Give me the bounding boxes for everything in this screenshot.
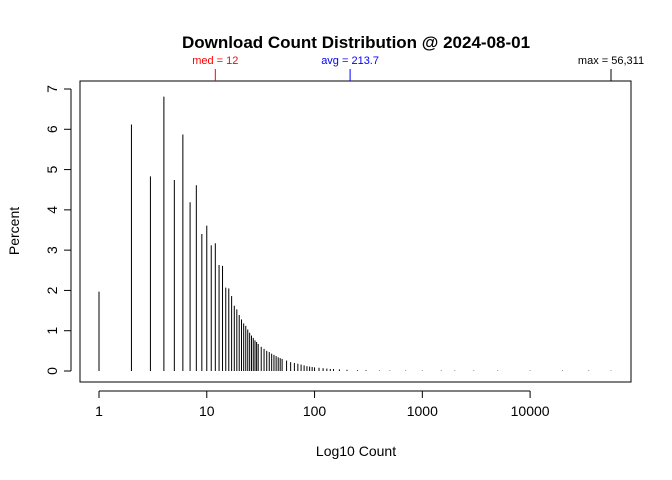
- annotation-label: max = 56,311: [578, 55, 644, 67]
- y-tick-label: 7: [44, 85, 60, 93]
- x-tick-label: 100: [303, 403, 327, 419]
- y-tick-label: 5: [44, 165, 60, 173]
- y-tick-label: 4: [44, 206, 60, 214]
- y-tick-label: 6: [44, 125, 60, 133]
- y-tick-label: 0: [44, 367, 60, 375]
- y-tick-label: 1: [44, 327, 60, 335]
- annotation-label: avg = 213.7: [321, 55, 379, 67]
- y-axis-label: Percent: [6, 207, 22, 255]
- x-tick-label: 10000: [511, 403, 550, 419]
- x-axis: 1 10 100 1000 10000: [95, 390, 550, 419]
- x-tick-label: 1: [95, 403, 103, 419]
- plot-frame: [79, 80, 632, 383]
- y-tick-label: 3: [44, 246, 60, 254]
- chart-title: Download Count Distribution @ 2024-08-01: [182, 33, 530, 52]
- x-tick-label: 1000: [407, 403, 438, 419]
- y-axis: 0 1 2 3 4 5 6 7: [44, 85, 72, 375]
- annotations-group: med = 12 avg = 213.7 max = 56,311: [192, 55, 644, 81]
- y-tick-label: 2: [44, 286, 60, 294]
- annotation-label: med = 12: [192, 55, 238, 67]
- bars-group: [98, 96, 612, 371]
- x-tick-label: 10: [199, 403, 215, 419]
- x-axis-label: Log10 Count: [316, 443, 396, 459]
